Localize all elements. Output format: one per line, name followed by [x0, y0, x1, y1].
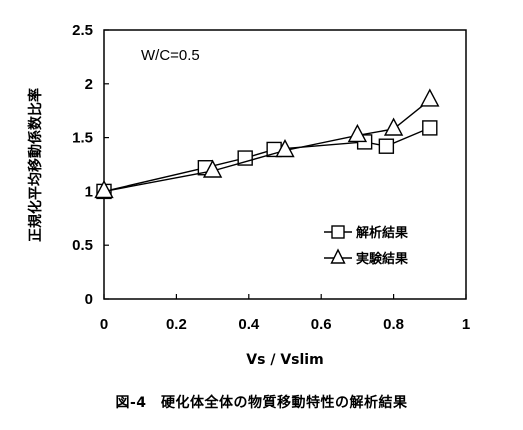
x-tick-label: 0	[100, 316, 108, 333]
x-tick-label: 0.2	[166, 316, 187, 333]
y-tick-label: 1.5	[72, 130, 93, 147]
y-tick-label: 1	[85, 183, 93, 200]
data-point-triangle	[420, 88, 440, 107]
data-point-triangle	[94, 179, 114, 199]
y-tick-labels: 0 0.5 1 1.5 2 2.5	[72, 22, 93, 308]
data-point-square	[422, 120, 438, 136]
data-point-triangle	[202, 159, 223, 178]
y-axis-title: 正規化平均移動係数比率	[27, 88, 44, 242]
legend-label-experiment: 実験結果	[356, 251, 408, 267]
tick-marks	[103, 29, 467, 300]
chart: 0 0.2 0.4 0.6 0.8 1 0 0.5 1 1.5 2 2.5 W/C=0.5 Vs /…	[27, 22, 470, 368]
y-tick-label: 2.5	[72, 22, 93, 39]
legend-label-analysis: 解析結果	[355, 225, 408, 241]
legend-item-analysis: 解析結果	[324, 225, 408, 241]
x-tick-label: 0.4	[238, 316, 260, 333]
legend-triangle-marker	[330, 248, 346, 264]
y-tick-label: 0.5	[72, 237, 93, 254]
x-tick-labels: 0 0.2 0.4 0.6 0.8 1	[100, 316, 470, 333]
annotation-wc: W/C=0.5	[141, 47, 200, 64]
series-triangle	[94, 88, 440, 199]
data-point-triangle	[383, 117, 404, 136]
series-line-triangle	[103, 99, 431, 193]
plot-frame	[103, 29, 467, 300]
legend-item-experiment: 実験結果	[324, 248, 408, 267]
x-axis-title: Vs / Vslim	[246, 352, 323, 368]
y-tick-label: 2	[85, 76, 93, 93]
legend-square-marker	[331, 225, 345, 239]
x-tick-label: 0.8	[383, 316, 404, 333]
y-tick-label: 0	[85, 291, 93, 308]
series-layer	[94, 88, 440, 200]
data-point-triangle	[347, 123, 368, 143]
data-point-triangle	[275, 139, 295, 158]
figure-caption: 図-4 硬化体全体の物質移動特性の解析結果	[115, 395, 408, 411]
data-point-square	[237, 150, 253, 166]
x-tick-label: 0.6	[311, 316, 332, 333]
x-tick-label: 1	[462, 316, 470, 333]
data-point-square	[378, 138, 395, 154]
legend: 解析結果 実験結果	[324, 225, 408, 267]
